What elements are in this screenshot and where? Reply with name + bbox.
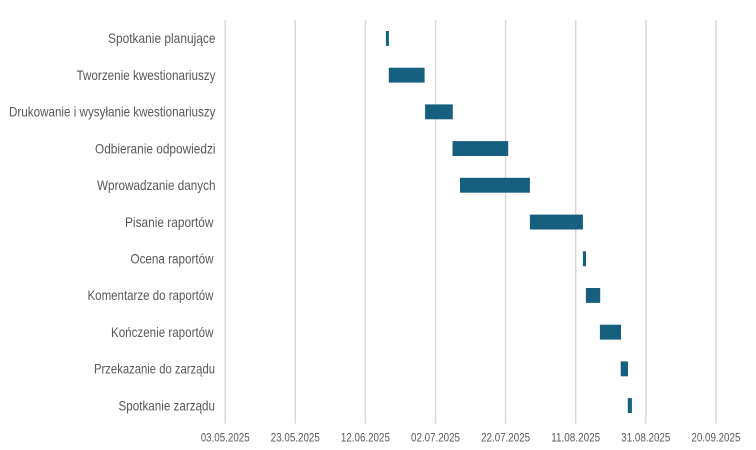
svg-text:11.08.2025: 11.08.2025 [551,432,600,444]
svg-text:02.07.2025: 02.07.2025 [411,432,460,444]
svg-text:22.07.2025: 22.07.2025 [481,432,530,444]
svg-text:Wprowadzanie danych: Wprowadzanie danych [97,177,216,193]
svg-text:Komentarze do raportów: Komentarze do raportów [88,287,215,303]
svg-text:31.08.2025: 31.08.2025 [621,432,670,444]
svg-text:Ocena raportów: Ocena raportów [131,251,215,267]
svg-text:Pisanie raportów: Pisanie raportów [125,214,214,230]
svg-text:20.09.2025: 20.09.2025 [691,432,740,444]
svg-text:Kończenie raportów: Kończenie raportów [111,324,214,340]
svg-text:03.05.2025: 03.05.2025 [201,432,250,444]
svg-text:Przekazanie do zarządu: Przekazanie do zarządu [94,361,215,377]
svg-text:Spotkanie zarządu: Spotkanie zarządu [119,397,216,413]
svg-text:12.06.2025: 12.06.2025 [341,432,390,444]
svg-text:Tworzenie kwestionariuszy: Tworzenie kwestionariuszy [77,67,216,83]
svg-text:Spotkanie planujące: Spotkanie planujące [108,30,216,46]
svg-text:Drukowanie i wysyłanie kwestio: Drukowanie i wysyłanie kwestionariuszy [9,104,216,120]
svg-text:23.05.2025: 23.05.2025 [271,432,320,444]
svg-text:Odbieranie odpowiedzi: Odbieranie odpowiedzi [95,140,216,156]
